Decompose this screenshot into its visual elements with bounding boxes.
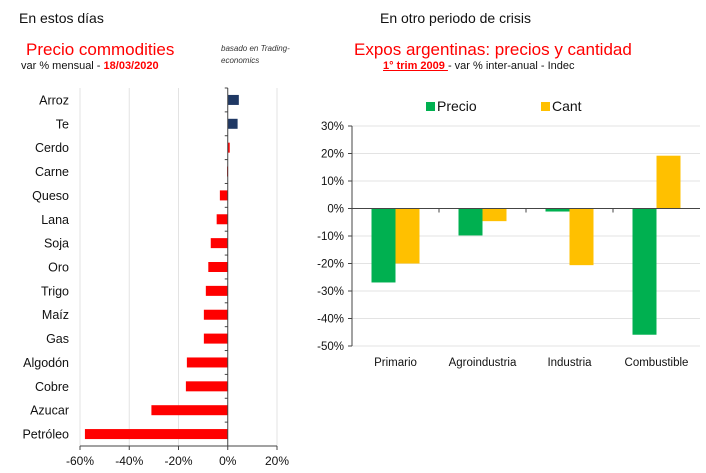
category-label: Algodón bbox=[23, 356, 69, 370]
y-tick-label: 30% bbox=[321, 121, 344, 133]
bar-cerdo bbox=[227, 142, 230, 153]
legend-label-precio: Precio bbox=[437, 98, 477, 114]
bar-precio-agroindustria bbox=[458, 208, 483, 236]
bar-cant-primario bbox=[395, 208, 420, 264]
left-grid bbox=[79, 88, 278, 446]
bar-precio-industria bbox=[545, 208, 570, 212]
category-label: Te bbox=[56, 117, 69, 131]
category-label: Primario bbox=[374, 357, 417, 369]
bar-cant-industria bbox=[569, 208, 594, 266]
x-tick-label: -40% bbox=[115, 454, 143, 468]
right-bars bbox=[371, 155, 681, 335]
source-note: basado en Trading-economics bbox=[221, 44, 290, 65]
y-tick-label: 0% bbox=[327, 204, 344, 216]
category-label: Maíz bbox=[42, 308, 69, 322]
bar-petróleo bbox=[84, 429, 228, 440]
bar-algodón bbox=[186, 357, 228, 368]
legend: Precio Cant bbox=[426, 98, 582, 114]
category-label: Azucar bbox=[30, 404, 69, 418]
bar-trigo bbox=[205, 285, 228, 296]
x-tick-label: 0% bbox=[219, 454, 237, 468]
category-label: Queso bbox=[32, 189, 69, 203]
y-tick-label: 10% bbox=[321, 176, 344, 188]
category-label: Cobre bbox=[35, 380, 69, 394]
legend-swatch-cant bbox=[541, 102, 550, 111]
bar-queso bbox=[219, 190, 228, 201]
category-label: Trigo bbox=[41, 284, 69, 298]
y-tick-label: 20% bbox=[321, 149, 344, 161]
exports-chart: Precio Cant 30% 20% 10% 0% -10% -20% -30% -40% -5… bbox=[317, 98, 700, 369]
bar-lana bbox=[216, 214, 228, 225]
right-section-title: En otro periodo de crisis bbox=[380, 10, 531, 26]
legend-swatch-precio bbox=[426, 102, 435, 111]
bar-arroz bbox=[227, 94, 239, 105]
bar-maíz bbox=[203, 309, 228, 320]
legend-label-cant: Cant bbox=[552, 98, 582, 114]
category-label: Arroz bbox=[39, 93, 69, 107]
right-chart-title: Expos argentinas: precios y cantidad bbox=[354, 40, 632, 59]
category-label: Petróleo bbox=[22, 428, 69, 442]
y-tick-label: -10% bbox=[317, 231, 344, 243]
bar-oro bbox=[208, 262, 228, 272]
left-section-title: En estos días bbox=[19, 10, 104, 26]
bar-soja bbox=[210, 238, 228, 249]
y-tick-label: -20% bbox=[317, 259, 344, 271]
subtitle-period: 1° trim 2009 bbox=[383, 60, 448, 72]
category-label: Cerdo bbox=[35, 141, 69, 155]
left-chart-subtitle: var % mensual - 18/03/2020 bbox=[21, 60, 159, 72]
bar-cant-agroindustria bbox=[482, 208, 507, 222]
left-chart-title: Precio commodities bbox=[26, 40, 175, 59]
category-label: Oro bbox=[48, 261, 69, 275]
category-label: Industria bbox=[547, 357, 592, 369]
bar-te bbox=[227, 118, 238, 129]
category-label: Soja bbox=[44, 237, 69, 251]
category-label: Lana bbox=[41, 213, 69, 227]
category-label: Agroindustria bbox=[449, 357, 517, 369]
left-bars bbox=[84, 94, 239, 440]
subtitle-date: 18/03/2020 bbox=[103, 60, 159, 72]
category-label: Gas bbox=[46, 332, 69, 346]
subtitle-prefix: var % mensual - bbox=[21, 60, 104, 72]
bar-gas bbox=[203, 333, 228, 344]
x-tick-label: 20% bbox=[265, 454, 289, 468]
bar-azucar bbox=[151, 405, 228, 416]
category-label: Combustible bbox=[625, 357, 689, 369]
left-category-labels: Arroz Te Cerdo Carne Queso Lana Soja Oro Trigo Ma… bbox=[22, 93, 69, 441]
right-tick-labels: 30% 20% 10% 0% -10% -20% -30% -40% -50% bbox=[317, 121, 344, 353]
y-tick-label: -50% bbox=[317, 341, 344, 353]
bar-cobre bbox=[185, 381, 228, 392]
x-tick-label: -20% bbox=[164, 454, 192, 468]
right-chart-subtitle: 1° trim 2009 - var % inter-anual - Indec bbox=[383, 60, 575, 72]
subtitle-rest: - var % inter-anual - Indec bbox=[447, 60, 575, 72]
x-tick-label: -60% bbox=[66, 454, 94, 468]
category-label: Carne bbox=[35, 165, 69, 179]
bar-cant-combustible bbox=[656, 155, 681, 209]
bar-precio-primario bbox=[371, 208, 396, 283]
bar-precio-combustible bbox=[632, 208, 657, 335]
right-category-labels: Primario Agroindustria Industria Combustibl… bbox=[374, 357, 688, 369]
left-tick-labels: -60% -40% -20% 0% 20% bbox=[66, 454, 289, 468]
y-tick-label: -40% bbox=[317, 314, 344, 326]
commodities-chart: Arroz Te Cerdo Carne Queso Lana Soja Oro Trigo Ma… bbox=[22, 87, 289, 468]
left-axis bbox=[79, 87, 278, 450]
right-axis bbox=[348, 125, 700, 347]
y-tick-label: -30% bbox=[317, 286, 344, 298]
